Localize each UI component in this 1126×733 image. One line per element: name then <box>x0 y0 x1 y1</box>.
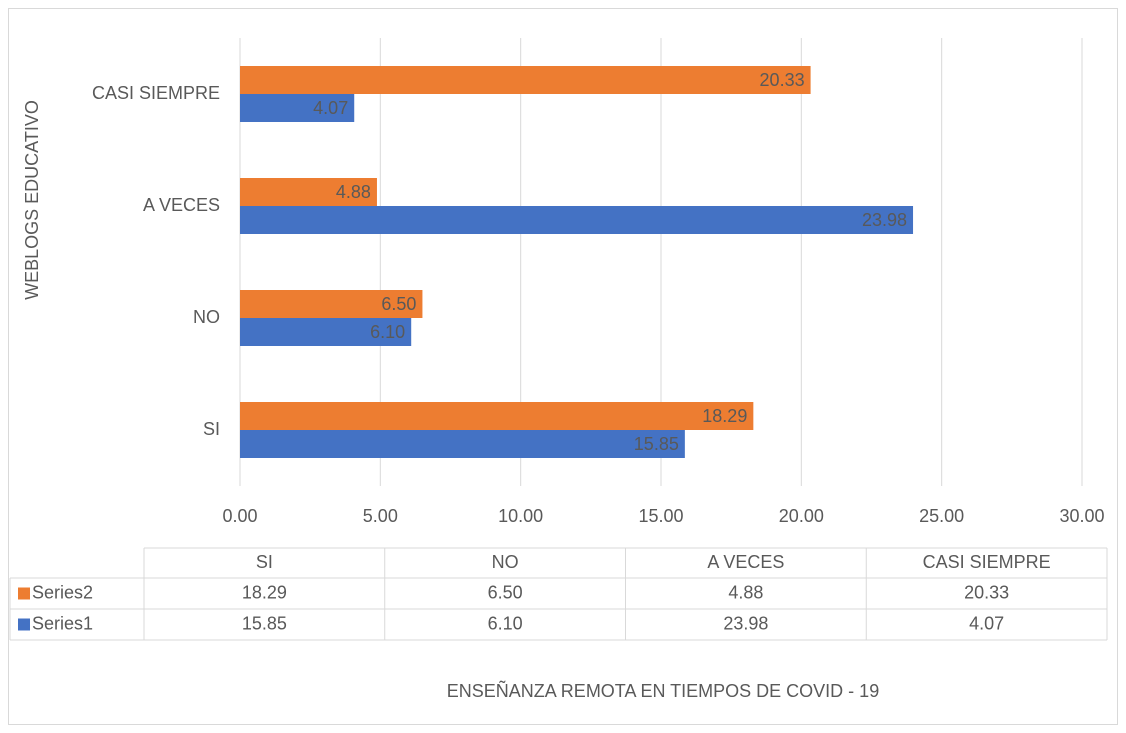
x-tick-label: 30.00 <box>1059 506 1104 526</box>
table-cell: 6.50 <box>488 582 523 602</box>
bar <box>240 178 377 206</box>
legend-swatch <box>18 618 30 631</box>
table-cell: 6.10 <box>488 613 523 633</box>
x-tick-label: 15.00 <box>638 506 683 526</box>
bar <box>240 430 685 458</box>
table-cell: 20.33 <box>964 582 1009 602</box>
legend-label: Series1 <box>32 613 93 633</box>
x-tick-label: 10.00 <box>498 506 543 526</box>
y-tick-label: NO <box>193 307 220 327</box>
table-cell: 4.07 <box>969 613 1004 633</box>
y-tick-label: A VECES <box>143 195 220 215</box>
x-tick-label: 5.00 <box>363 506 398 526</box>
x-tick-label: 25.00 <box>919 506 964 526</box>
value-label: 4.88 <box>336 182 371 202</box>
bar <box>240 402 754 430</box>
legend-label: Series2 <box>32 582 93 602</box>
legend-swatch <box>18 587 30 600</box>
value-label: 4.07 <box>313 98 348 118</box>
table-header: CASI SIEMPRE <box>923 552 1051 572</box>
bar <box>240 290 423 318</box>
table-cell: 18.29 <box>242 582 287 602</box>
x-axis-title: ENSEÑANZA REMOTA EN TIEMPOS DE COVID - 1… <box>447 680 879 701</box>
y-axis-title: WEBLOGS EDUCATIVO <box>22 100 42 300</box>
table-cell: 23.98 <box>723 613 768 633</box>
value-label: 18.29 <box>702 406 747 426</box>
x-tick-label: 20.00 <box>779 506 824 526</box>
value-label: 6.50 <box>381 294 416 314</box>
bar <box>240 318 412 346</box>
chart-border <box>8 8 1118 725</box>
y-tick-label: CASI SIEMPRE <box>92 83 220 103</box>
bar <box>240 66 811 94</box>
bar <box>240 206 914 234</box>
table-header: NO <box>492 552 519 572</box>
table-cell: 4.88 <box>728 582 763 602</box>
bar <box>240 94 355 122</box>
value-label: 15.85 <box>634 434 679 454</box>
value-label: 6.10 <box>370 322 405 342</box>
y-tick-label: SI <box>203 419 220 439</box>
table-header: SI <box>256 552 273 572</box>
table-header: A VECES <box>707 552 784 572</box>
table-cell: 15.85 <box>242 613 287 633</box>
x-tick-label: 0.00 <box>222 506 257 526</box>
value-label: 23.98 <box>862 210 907 230</box>
value-label: 20.33 <box>760 70 805 90</box>
